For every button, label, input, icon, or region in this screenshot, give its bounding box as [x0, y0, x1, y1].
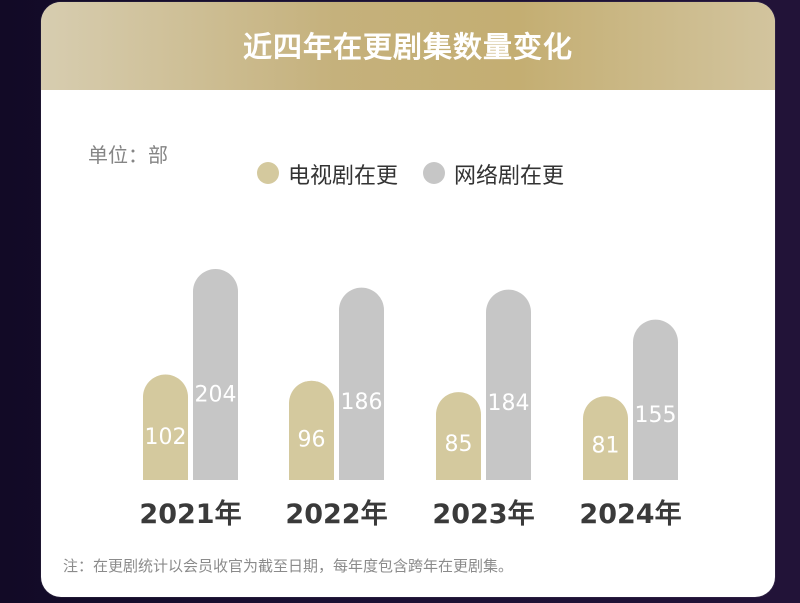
- category-label-1: 2022年: [285, 498, 387, 530]
- value-label-web-3: 155: [635, 403, 677, 428]
- bar-web-3: [633, 319, 678, 480]
- legend-label-tv: 电视剧在更: [288, 164, 399, 189]
- bar-tv-0: [143, 374, 188, 480]
- legend-swatch-web: [423, 162, 445, 184]
- value-label-tv-2: 85: [445, 432, 473, 457]
- value-label-tv-0: 102: [145, 425, 187, 450]
- value-label-tv-1: 96: [298, 427, 326, 452]
- value-label-web-2: 184: [488, 391, 530, 416]
- chart-title: 近四年在更剧集数量变化: [242, 30, 573, 64]
- unit-label: 单位：部: [88, 143, 168, 167]
- category-label-2: 2023年: [432, 498, 534, 530]
- bar-web-1: [339, 287, 384, 480]
- bar-tv-3: [583, 396, 628, 480]
- value-label-tv-3: 81: [592, 433, 620, 458]
- chart-card: 近四年在更剧集数量变化 单位：部 电视剧在更 网络剧在更 102 204 2021年…: [41, 2, 775, 597]
- legend-label-web: 网络剧在更: [454, 164, 565, 189]
- legend-swatch-tv: [257, 162, 279, 184]
- value-label-web-1: 186: [341, 390, 383, 415]
- value-label-web-0: 204: [195, 383, 237, 408]
- footnote: 注：在更剧统计以会员收官为截至日期，每年度包含跨年在更剧集。: [63, 557, 514, 575]
- bar-web-2: [486, 289, 531, 480]
- category-label-3: 2024年: [579, 498, 681, 530]
- category-label-0: 2021年: [139, 498, 241, 530]
- bar-tv-1: [289, 380, 334, 480]
- bar-tv-2: [436, 392, 481, 480]
- bar-web-0: [193, 269, 238, 480]
- chart-header: 近四年在更剧集数量变化: [41, 2, 775, 90]
- bar-chart: 102 204 2021年 96 186 2022年 85 184 2023年 81 155 2024…: [139, 269, 682, 530]
